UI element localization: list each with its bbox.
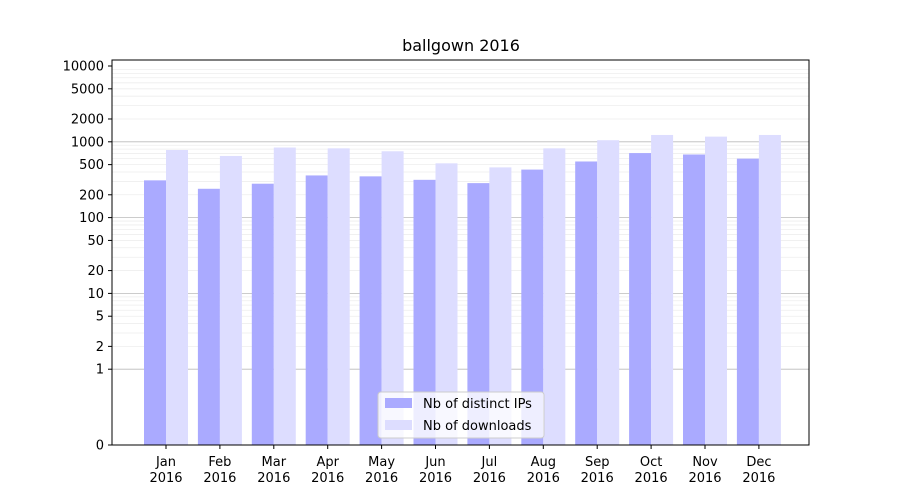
y-tick-label: 10 — [87, 287, 104, 302]
x-tick-label-year: 2016 — [311, 471, 344, 486]
y-tick-label: 2000 — [71, 112, 104, 127]
bar-downloads-mar — [273, 147, 296, 445]
bar-downloads-nov — [705, 136, 727, 445]
bar-distinct-ips-jul — [467, 183, 490, 445]
x-tick-label-year: 2016 — [203, 471, 236, 486]
x-tick-label-month: Aug — [531, 455, 556, 470]
bar-distinct-ips-sep — [575, 161, 598, 445]
x-tick-label-year: 2016 — [257, 471, 290, 486]
bar-downloads-jan — [166, 149, 188, 445]
x-tick-label-month: Mar — [262, 455, 287, 470]
y-tick-label: 1000 — [71, 135, 104, 150]
bar-downloads-sep — [597, 140, 620, 446]
bar-distinct-ips-apr — [305, 175, 328, 445]
x-tick-label-year: 2016 — [527, 471, 560, 486]
bar-distinct-ips-aug — [521, 169, 544, 445]
x-tick-label-year: 2016 — [419, 471, 452, 486]
bar-downloads-feb — [219, 155, 242, 446]
x-tick-label-month: Sep — [585, 455, 610, 470]
legend-swatch-downloads — [385, 420, 412, 430]
x-tick-label-year: 2016 — [688, 471, 721, 486]
x-axis: Jan2016Feb2016Mar2016Apr2016May2016Jun20… — [149, 445, 775, 486]
bar-downloads-jul — [489, 167, 512, 445]
bar-distinct-ips-mar — [251, 183, 274, 446]
y-tick-label: 0 — [96, 439, 104, 454]
bars-layer — [144, 134, 781, 446]
y-tick-label: 100 — [79, 211, 104, 226]
bar-downloads-dec — [758, 134, 781, 445]
legend-box — [377, 391, 545, 439]
y-tick-label: 2 — [96, 340, 104, 355]
x-tick-label-month: Dec — [746, 455, 771, 470]
legend-swatch-distinct-ips — [385, 398, 412, 408]
x-tick-label-month: Jun — [424, 455, 445, 470]
y-tick-label: 5000 — [71, 82, 104, 97]
x-tick-label-year: 2016 — [581, 471, 614, 486]
y-tick-label: 10000 — [63, 60, 104, 75]
y-tick-label: 50 — [87, 234, 104, 249]
bar-downloads-jun — [435, 163, 458, 445]
legend-label-downloads: Nb of downloads — [423, 419, 532, 434]
x-tick-label-month: Jan — [155, 455, 176, 470]
bar-distinct-ips-may — [359, 176, 382, 445]
bar-downloads-apr — [327, 148, 350, 445]
y-tick-label: 20 — [87, 264, 104, 279]
legend: Nb of distinct IPs Nb of downloads — [377, 391, 545, 439]
x-tick-label-month: Nov — [692, 455, 718, 470]
bar-downloads-may — [381, 151, 404, 445]
bar-downloads-aug — [543, 148, 566, 445]
x-tick-label-month: Feb — [208, 455, 231, 470]
bar-distinct-ips-oct — [629, 153, 652, 445]
plot-frame — [111, 59, 810, 446]
bar-distinct-ips-jun — [413, 179, 436, 445]
bar-downloads-oct — [651, 134, 674, 445]
bar-distinct-ips-feb — [197, 188, 220, 445]
bar-distinct-ips-nov — [683, 154, 705, 445]
x-tick-label-month: Apr — [316, 455, 339, 470]
x-tick-label-month: Oct — [640, 455, 662, 470]
x-tick-label-year: 2016 — [473, 471, 506, 486]
x-tick-label-month: May — [368, 455, 395, 470]
x-tick-label-month: Jul — [481, 455, 498, 470]
legend-label-distinct-ips: Nb of distinct IPs — [423, 397, 532, 412]
y-tick-label: 200 — [79, 188, 104, 203]
y-tick-label: 1 — [96, 363, 104, 378]
x-tick-label-year: 2016 — [635, 471, 668, 486]
x-tick-label-year: 2016 — [742, 471, 775, 486]
bar-distinct-ips-jan — [144, 180, 166, 445]
y-tick-label: 5 — [96, 310, 104, 325]
bar-distinct-ips-dec — [736, 158, 759, 445]
x-tick-label-year: 2016 — [365, 471, 398, 486]
y-tick-label: 500 — [79, 158, 104, 173]
x-tick-label-year: 2016 — [149, 471, 182, 486]
chart-title: ballgown 2016 — [402, 36, 520, 55]
y-axis: 0 1 2 5 10 20 50 100 200 500 1000 2000 5000 10000 — [63, 60, 112, 454]
